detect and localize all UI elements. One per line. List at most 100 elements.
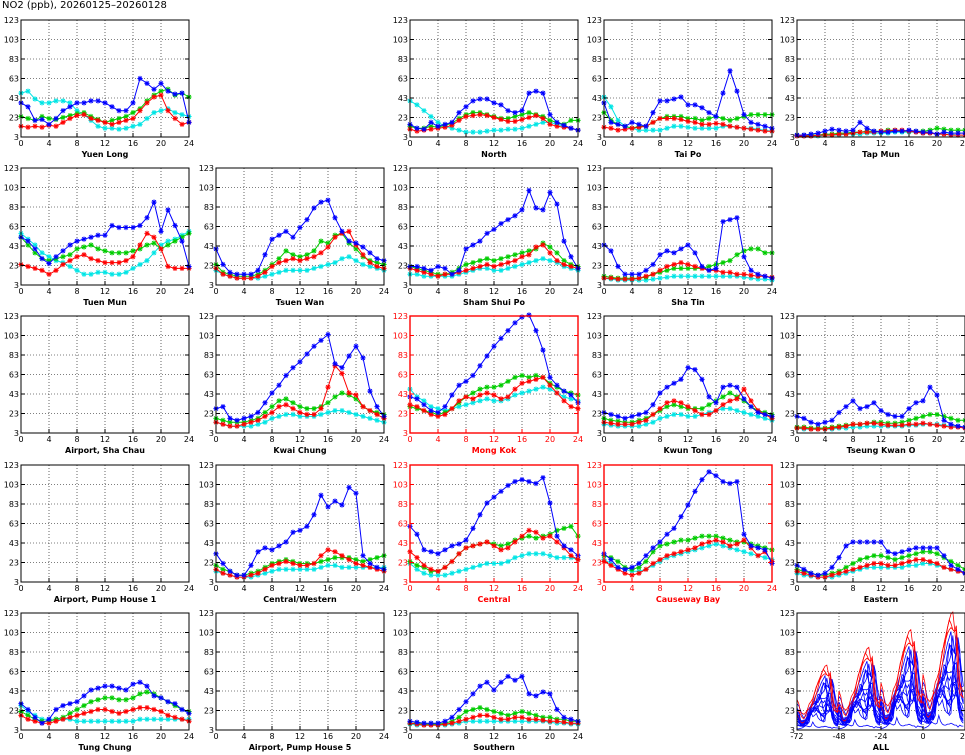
data-point [519,125,525,131]
data-point [39,116,45,123]
y-tick-label: 123 [4,461,19,470]
data-point [123,125,129,131]
data-point [456,714,462,720]
data-point [561,555,567,561]
data-point [741,254,747,260]
data-point [290,234,296,240]
station-label: Airport, Sha Chau [65,446,145,455]
x-tick-label: 24 [379,584,389,593]
data-point [815,130,821,136]
y-tick-label: 83 [398,500,408,509]
data-point [318,558,324,565]
data-point [144,716,150,722]
x-tick-label: 4 [241,435,246,444]
data-point [955,417,961,423]
x-tick-label: 16 [711,584,721,593]
data-point [158,708,164,715]
data-point [934,125,940,131]
data-point [512,118,518,124]
data-point [699,545,705,551]
station-trace [796,684,964,727]
data-point [650,560,656,567]
data-point [339,365,345,371]
data-point [269,390,275,396]
data-point [484,261,490,268]
data-point [526,710,532,717]
data-point [428,404,434,410]
data-point [650,127,656,133]
data-point [664,274,670,280]
data-point [657,127,663,133]
data-point [836,409,842,416]
data-point [53,123,59,129]
data-point [88,708,94,715]
data-point [102,683,108,689]
y-tick-label: 43 [398,242,408,251]
data-point [948,421,954,427]
data-point [727,537,733,543]
y-tick-label: 63 [398,371,408,380]
data-point [643,417,649,423]
data-point [671,96,677,102]
y-tick-label: 103 [393,184,408,193]
data-point [505,378,511,384]
y-tick-label: 103 [780,36,795,45]
data-point [748,111,754,118]
data-point [421,407,427,414]
data-point [339,390,345,396]
data-point [568,404,574,410]
data-point [130,254,136,260]
data-point [374,417,380,423]
data-point [762,415,768,421]
data-point [102,232,108,238]
data-point [435,720,441,726]
data-point [650,549,656,555]
data-point [158,228,164,234]
data-point [526,110,532,116]
data-point [262,409,268,416]
y-tick-label: 23 [785,707,795,716]
y-tick-label: 23 [785,559,795,568]
x-tick-label: 0 [601,584,606,593]
data-point [116,697,122,703]
data-point [498,261,504,268]
data-point [46,100,52,106]
data-point [32,123,38,129]
data-point [678,537,684,543]
data-point [540,242,546,248]
data-point [491,543,497,549]
data-point [850,127,856,133]
data-point [262,570,268,576]
data-point [491,392,497,398]
data-point [734,541,740,547]
data-point [435,273,441,279]
x-tick-label: 8 [463,732,468,741]
data-point [671,398,677,404]
x-tick-label: 8 [74,584,79,593]
data-point [172,238,178,244]
data-point [657,115,663,122]
x-tick-label: 4 [435,287,440,296]
data-point [165,238,171,244]
data-point [477,512,483,518]
data-point [713,537,719,543]
data-point [547,533,553,539]
y-tick-label: 123 [393,164,408,173]
x-tick-label: 16 [323,435,333,444]
data-point [699,541,705,547]
data-point [144,258,150,264]
y-tick-label: 43 [398,390,408,399]
data-point [857,564,863,570]
data-point [678,259,684,266]
data-point [906,127,912,133]
y-tick-label: 43 [785,539,795,548]
data-point [46,121,52,127]
x-tick-label: 0 [407,139,412,148]
data-point [304,411,310,418]
data-point [414,263,420,270]
data-point [248,562,254,569]
data-point [706,121,712,127]
data-point [463,402,469,408]
series-group [18,75,192,132]
data-point [158,108,164,114]
